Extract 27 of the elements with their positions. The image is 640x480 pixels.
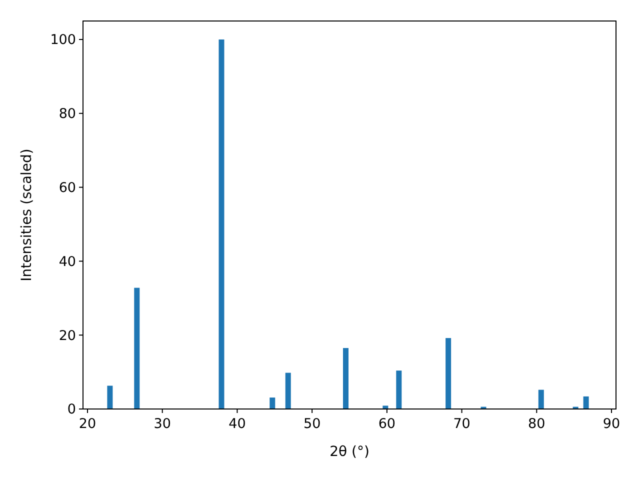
bar	[107, 386, 113, 409]
y-axis-title: Intensities (scaled)	[19, 148, 35, 282]
y-tick-label: 60	[58, 180, 76, 196]
x-tick-label: 40	[228, 416, 246, 432]
x-tick-label: 30	[154, 416, 171, 432]
bar	[218, 39, 224, 409]
x-tick-label: 90	[602, 416, 620, 432]
bar	[343, 348, 349, 409]
x-tick-label: 60	[378, 416, 396, 432]
y-tick-label: 40	[58, 254, 76, 270]
x-tick-label: 20	[78, 416, 96, 432]
bar	[396, 370, 402, 409]
x-tick-label: 80	[528, 416, 546, 432]
bar	[382, 406, 388, 409]
bar	[270, 398, 276, 409]
y-tick-label: 0	[67, 402, 76, 418]
x-tick-label: 70	[453, 416, 470, 432]
bar	[285, 372, 291, 409]
bar	[446, 338, 452, 409]
bar	[583, 396, 589, 409]
y-tick-label: 100	[50, 32, 76, 48]
x-axis-title: 2θ (°)	[330, 444, 370, 460]
y-tick-label: 20	[58, 328, 76, 344]
x-tick-label: 50	[303, 416, 321, 432]
bar	[538, 390, 544, 409]
y-tick-label: 80	[58, 106, 76, 122]
bar	[134, 288, 140, 409]
